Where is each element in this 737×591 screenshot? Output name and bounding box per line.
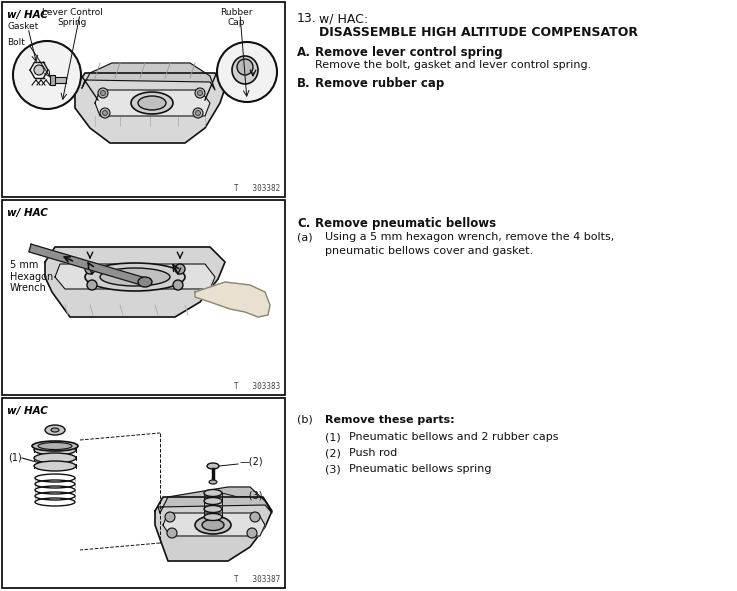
Polygon shape	[45, 247, 225, 317]
Circle shape	[102, 111, 108, 115]
Circle shape	[198, 90, 203, 96]
Circle shape	[175, 264, 185, 274]
Text: Bolt: Bolt	[7, 38, 25, 47]
Ellipse shape	[138, 96, 166, 110]
Circle shape	[195, 111, 200, 115]
Circle shape	[247, 528, 257, 538]
Circle shape	[85, 264, 95, 274]
Ellipse shape	[204, 514, 222, 521]
Ellipse shape	[34, 445, 76, 455]
Bar	[2, 2, 285, 197]
Polygon shape	[163, 513, 265, 536]
Text: (2): (2)	[325, 448, 341, 458]
Text: Remove rubber cap: Remove rubber cap	[315, 77, 444, 90]
Ellipse shape	[207, 463, 219, 469]
Bar	[2, 200, 285, 395]
Ellipse shape	[51, 428, 59, 432]
Text: pneumatic bellows cover and gasket.: pneumatic bellows cover and gasket.	[325, 246, 533, 256]
Text: w/ HAC: w/ HAC	[7, 406, 48, 416]
Text: w/ HAC: w/ HAC	[7, 208, 48, 218]
Circle shape	[165, 512, 175, 522]
Text: Remove these parts:: Remove these parts:	[325, 415, 455, 425]
Text: w/ HAC: w/ HAC	[7, 10, 48, 20]
Text: Using a 5 mm hexagon wrench, remove the 4 bolts,: Using a 5 mm hexagon wrench, remove the …	[325, 232, 614, 242]
Text: A.: A.	[297, 46, 311, 59]
Ellipse shape	[32, 441, 78, 451]
Ellipse shape	[45, 425, 65, 435]
Ellipse shape	[34, 453, 76, 463]
Text: —(2): —(2)	[240, 457, 264, 467]
Polygon shape	[195, 282, 270, 317]
Ellipse shape	[204, 505, 222, 512]
Circle shape	[217, 42, 277, 102]
Ellipse shape	[195, 516, 231, 534]
Text: T   303387: T 303387	[234, 575, 280, 584]
Text: 5 mm
Hexagon
Wrench: 5 mm Hexagon Wrench	[10, 260, 53, 293]
Polygon shape	[82, 63, 215, 90]
Text: B.: B.	[297, 77, 310, 90]
Circle shape	[250, 512, 260, 522]
Bar	[50, 75, 55, 85]
Text: (1): (1)	[325, 432, 340, 442]
Ellipse shape	[204, 498, 222, 505]
Text: T   303383: T 303383	[234, 382, 280, 391]
Ellipse shape	[237, 59, 253, 75]
Bar	[52, 77, 66, 83]
Ellipse shape	[131, 92, 173, 114]
Text: 13.: 13.	[297, 12, 317, 25]
Text: Remove lever control spring: Remove lever control spring	[315, 46, 503, 59]
Text: w/ HAC:: w/ HAC:	[319, 12, 368, 25]
Circle shape	[13, 41, 81, 109]
Ellipse shape	[204, 489, 222, 496]
Circle shape	[193, 108, 203, 118]
Text: Remove pneumatic bellows: Remove pneumatic bellows	[315, 217, 496, 230]
Circle shape	[87, 280, 97, 290]
Circle shape	[98, 88, 108, 98]
Text: DISASSEMBLE HIGH ALTITUDE COMPENSATOR: DISASSEMBLE HIGH ALTITUDE COMPENSATOR	[319, 26, 638, 39]
Ellipse shape	[38, 443, 72, 450]
Ellipse shape	[100, 268, 170, 286]
Text: Pneumatic bellows spring: Pneumatic bellows spring	[349, 464, 492, 474]
Text: Gasket: Gasket	[7, 22, 38, 31]
Polygon shape	[95, 90, 210, 116]
Polygon shape	[29, 244, 146, 286]
Circle shape	[167, 528, 177, 538]
Ellipse shape	[138, 277, 152, 287]
Circle shape	[100, 90, 105, 96]
Text: Push rod: Push rod	[349, 448, 397, 458]
Circle shape	[195, 88, 205, 98]
Text: Lever Control
Spring: Lever Control Spring	[41, 8, 102, 27]
Ellipse shape	[85, 263, 185, 291]
Ellipse shape	[232, 56, 258, 84]
Ellipse shape	[34, 461, 76, 471]
Circle shape	[173, 280, 183, 290]
Text: —(3): —(3)	[240, 490, 264, 500]
Text: (3): (3)	[325, 464, 340, 474]
Text: Rubber
Cap: Rubber Cap	[220, 8, 252, 27]
Text: C.: C.	[297, 217, 310, 230]
Polygon shape	[155, 497, 272, 561]
Text: Remove the bolt, gasket and lever control spring.: Remove the bolt, gasket and lever contro…	[315, 60, 591, 70]
Text: T   303382: T 303382	[234, 184, 280, 193]
Text: Pneumatic bellows and 2 rubber caps: Pneumatic bellows and 2 rubber caps	[349, 432, 559, 442]
Ellipse shape	[202, 519, 224, 531]
Text: (1): (1)	[8, 453, 22, 463]
Ellipse shape	[209, 480, 217, 484]
Text: (a): (a)	[297, 232, 312, 242]
Circle shape	[34, 65, 44, 75]
Polygon shape	[75, 73, 225, 143]
Polygon shape	[158, 487, 272, 513]
Polygon shape	[55, 264, 215, 289]
Text: (b): (b)	[297, 415, 312, 425]
Circle shape	[100, 108, 110, 118]
Bar	[2, 398, 285, 588]
